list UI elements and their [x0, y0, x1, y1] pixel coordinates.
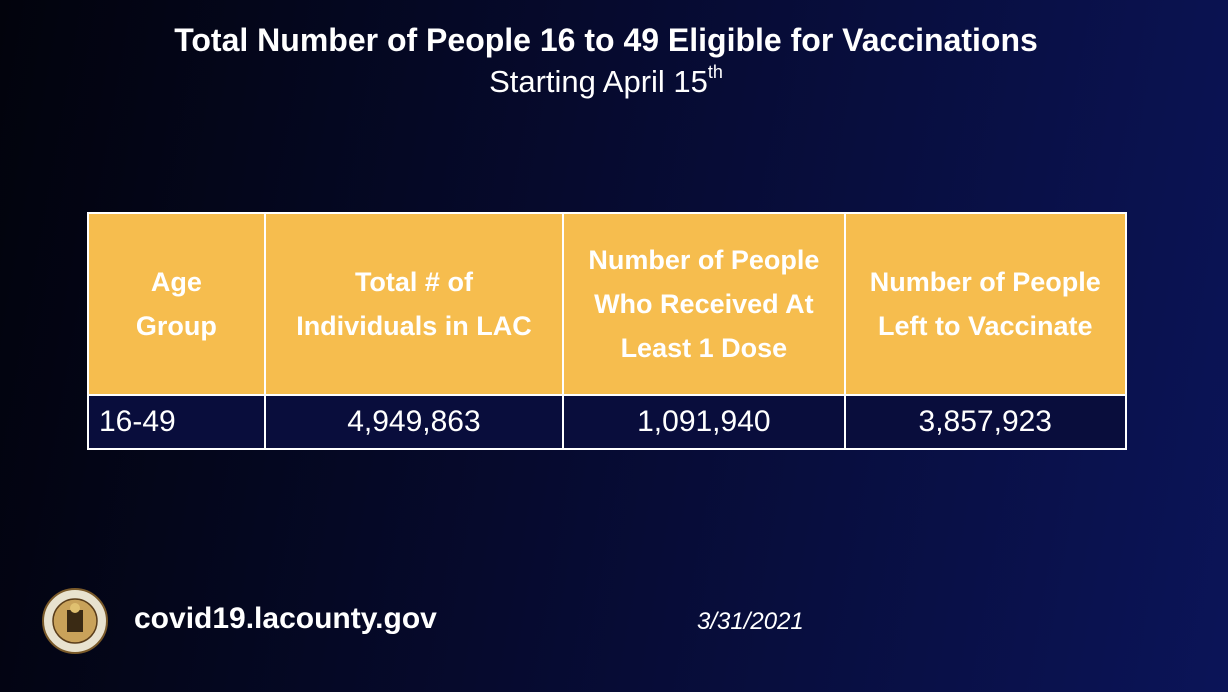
- county-seal: [42, 588, 108, 654]
- data-table: Age Group Total # of Individuals in LAC …: [87, 212, 1128, 450]
- data-row: 16-49 4,949,863 1,091,940 3,857,923: [87, 394, 1128, 450]
- footer-date: 3/31/2021: [697, 608, 804, 635]
- subtitle-sup: th: [707, 62, 723, 82]
- cell: 3,857,923: [843, 394, 1128, 450]
- subtitle: Starting April 15th: [0, 62, 1212, 100]
- column-header: Total # of Individuals in LAC: [263, 212, 565, 396]
- column-header: Number of People Left to Vaccinate: [843, 212, 1128, 396]
- column-header: Age Group: [87, 212, 266, 396]
- cell: 4,949,863: [263, 394, 565, 450]
- header-row: Age Group Total # of Individuals in LAC …: [87, 212, 1128, 396]
- cell: 16-49: [87, 394, 266, 450]
- cell: 1,091,940: [562, 394, 846, 450]
- title: Total Number of People 16 to 49 Eligible…: [174, 22, 1038, 58]
- column-header: Number of People Who Received At Least 1…: [562, 212, 846, 396]
- subtitle-text: Starting April 15: [489, 64, 708, 99]
- footer-url: covid19.lacounty.gov: [134, 602, 437, 635]
